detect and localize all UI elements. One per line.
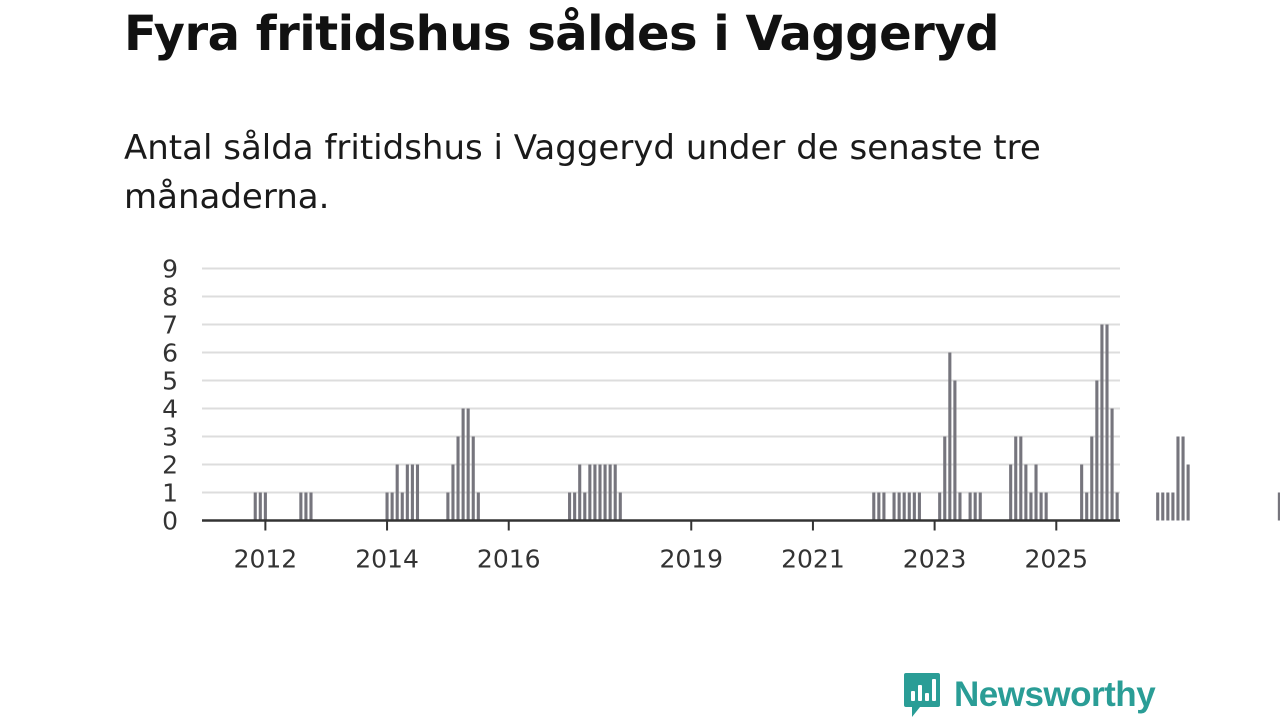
bar <box>1039 492 1043 521</box>
x-tick-label: 2025 <box>1024 545 1088 574</box>
bar <box>872 492 876 521</box>
bar <box>471 436 475 521</box>
bar <box>1156 492 1160 521</box>
bar <box>1019 436 1023 521</box>
bar <box>1080 464 1084 521</box>
bar <box>1085 492 1089 521</box>
bar <box>608 464 612 521</box>
bar <box>1105 324 1109 521</box>
bar <box>1100 324 1104 521</box>
bar <box>1095 380 1099 521</box>
bar <box>299 492 303 521</box>
bar <box>598 464 602 521</box>
y-tick-label: 5 <box>162 367 178 396</box>
bar <box>938 492 942 521</box>
bar <box>892 492 896 521</box>
y-tick-label: 9 <box>162 255 178 284</box>
bar <box>907 492 911 521</box>
bar <box>1044 492 1048 521</box>
gridlines <box>202 267 1120 494</box>
bar <box>882 492 886 521</box>
brand-logo: Newsworthy <box>902 670 1156 720</box>
bar <box>593 464 597 521</box>
bar <box>1110 408 1114 521</box>
x-tick-label: 2012 <box>234 545 298 574</box>
bar <box>476 492 480 521</box>
bar <box>1171 492 1175 521</box>
bar <box>1090 436 1094 521</box>
bar <box>400 492 404 521</box>
bar <box>568 492 572 521</box>
x-tick-label: 2019 <box>659 545 723 574</box>
y-tick-label: 6 <box>162 339 178 368</box>
bar <box>912 492 916 521</box>
bar <box>573 492 577 521</box>
y-tick-label: 7 <box>162 311 178 340</box>
bar <box>1186 464 1190 521</box>
y-tick-label: 1 <box>162 479 178 508</box>
chart-subtitle: Antal sålda fritidshus i Vaggeryd under … <box>124 128 1041 217</box>
y-tick-label: 3 <box>162 423 178 452</box>
bar <box>1009 464 1013 521</box>
bar <box>304 492 308 521</box>
bar <box>603 464 607 521</box>
x-tick-label: 2023 <box>903 545 967 574</box>
bar <box>1277 492 1280 521</box>
bar <box>902 492 906 521</box>
y-tick-label: 8 <box>162 283 178 312</box>
bar <box>958 492 962 521</box>
bar <box>405 464 409 521</box>
bar <box>578 464 582 521</box>
bar <box>618 492 622 521</box>
bar <box>613 464 617 521</box>
bar <box>1176 436 1180 521</box>
x-tick-label: 2014 <box>355 545 419 574</box>
bar <box>390 492 394 521</box>
chart-title: Fyra fritidshus såldes i Vaggeryd <box>124 6 999 62</box>
bar <box>877 492 881 521</box>
bar <box>968 492 972 521</box>
bar <box>978 492 982 521</box>
x-axis-ticks: 2012 2014 2016 2019 2021 2023 2025 <box>234 520 1088 574</box>
bar <box>385 492 389 521</box>
bar <box>456 436 460 521</box>
bar <box>451 464 455 521</box>
bar <box>415 464 420 521</box>
bar <box>410 464 414 521</box>
bar <box>1161 492 1165 521</box>
bar <box>588 464 592 521</box>
bar <box>1014 436 1018 521</box>
y-tick-label: 4 <box>162 395 178 424</box>
bar <box>953 380 957 521</box>
newsworthy-logo-icon <box>904 673 940 717</box>
bar <box>1166 492 1170 521</box>
x-tick-label: 2016 <box>477 545 541 574</box>
bar <box>395 464 399 521</box>
bar <box>263 492 267 521</box>
y-tick-label: 2 <box>162 451 178 480</box>
bar <box>461 408 465 521</box>
bar <box>1034 464 1038 521</box>
x-tick-label: 2021 <box>781 545 845 574</box>
bar <box>1115 492 1119 521</box>
bar <box>466 408 470 521</box>
bar <box>973 492 977 521</box>
bar <box>309 492 313 521</box>
bar <box>1029 492 1033 521</box>
bar <box>943 436 947 521</box>
bar <box>1024 464 1028 521</box>
bar <box>897 492 901 521</box>
bar <box>258 492 262 521</box>
bar <box>446 492 450 521</box>
bars <box>253 324 1280 521</box>
bar <box>948 352 952 521</box>
y-tick-label: 0 <box>162 507 178 536</box>
bar <box>253 492 257 521</box>
bar <box>917 492 921 521</box>
brand-name: Newsworthy <box>954 675 1156 714</box>
bar <box>1181 436 1185 521</box>
bar <box>583 492 587 521</box>
